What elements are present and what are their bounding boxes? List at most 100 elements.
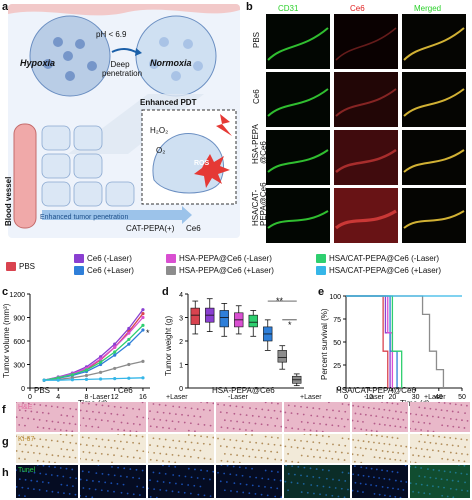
d-ytick-label: 0 bbox=[179, 386, 183, 393]
col-merged: Merged bbox=[414, 4, 442, 13]
e-ylabel: Percent survival (%) bbox=[320, 308, 329, 380]
e-xtick-label: 40 bbox=[435, 394, 443, 401]
histology-image-r2-c1 bbox=[80, 465, 146, 498]
ph-label: pH < 6.9 bbox=[96, 30, 127, 39]
c-series-point bbox=[84, 377, 89, 381]
c-series-line bbox=[44, 324, 144, 381]
histology-row-label: Ki-67 bbox=[18, 436, 35, 443]
panel-label-c: c bbox=[2, 286, 9, 298]
c-series-point bbox=[98, 377, 103, 381]
c-series-point bbox=[42, 378, 46, 382]
if-image-r1-c1 bbox=[334, 72, 398, 127]
histology-image-r2-c5 bbox=[352, 465, 408, 498]
legend-swatch bbox=[6, 262, 16, 271]
e-xtick-label: 30 bbox=[412, 394, 420, 401]
c-series-point bbox=[70, 378, 74, 382]
rowb-pbs: PBS bbox=[252, 31, 261, 48]
d-ytick-label: 3 bbox=[179, 316, 183, 323]
c-series-point bbox=[127, 342, 131, 346]
histology-image-r0-c1 bbox=[80, 402, 146, 432]
penetration-label: Enhanced tumor penetration bbox=[40, 214, 129, 221]
c-series-point bbox=[127, 362, 131, 367]
legend-label: PBS bbox=[19, 262, 36, 271]
normoxia-sphere bbox=[135, 15, 217, 97]
c-series-point bbox=[113, 353, 117, 357]
d-box bbox=[190, 307, 200, 325]
if-image-r2-c2 bbox=[402, 130, 466, 185]
panel-label-b: b bbox=[246, 1, 253, 13]
c-series-point bbox=[70, 373, 74, 377]
e-ytick-label: 25 bbox=[333, 363, 341, 370]
c-series-point bbox=[113, 342, 117, 346]
legend-label: HSA-PEPA@Ce6 (+Laser) bbox=[179, 266, 274, 275]
histology-image-r1-c2 bbox=[148, 434, 214, 463]
c-series-point bbox=[127, 326, 131, 331]
e-survival-curve bbox=[346, 295, 445, 388]
c-annotation: * bbox=[146, 328, 150, 338]
if-image-r3-c0 bbox=[266, 188, 330, 243]
histology-image-r2-c6 bbox=[410, 465, 470, 498]
histology-group-label: PBS bbox=[34, 386, 51, 395]
schematic-drawing bbox=[8, 4, 240, 229]
histology-row-label: Tunel bbox=[18, 467, 36, 474]
c-series-point bbox=[113, 366, 117, 371]
c-series-line bbox=[43, 317, 144, 381]
d-annotation-1: ** bbox=[276, 296, 284, 306]
c-ylabel: Tumor volume (mm³) bbox=[2, 303, 11, 378]
d-ylabel: Tumor weight (g) bbox=[164, 315, 173, 376]
d-box bbox=[219, 310, 229, 328]
histology-image-r1-c4 bbox=[284, 434, 350, 463]
d-annotation-2: * bbox=[288, 320, 292, 330]
c-series-point bbox=[98, 355, 103, 359]
rowb-ce6: Ce6 bbox=[252, 89, 261, 104]
panel-label-a: a bbox=[2, 1, 9, 13]
c-ytick-label: 300 bbox=[13, 363, 25, 370]
c-series-point bbox=[98, 360, 103, 364]
deep-penetration-label: Deep penetration bbox=[102, 60, 143, 78]
c-series-point bbox=[141, 311, 145, 316]
histology-image-r0-c4 bbox=[284, 402, 350, 432]
histology-image-r1-c0 bbox=[16, 434, 78, 463]
blood-vessel bbox=[13, 123, 37, 229]
legend-swatch bbox=[74, 266, 84, 275]
c-series-point bbox=[56, 376, 60, 380]
e-xtick-label: 20 bbox=[389, 394, 397, 401]
c-series-point bbox=[84, 368, 89, 372]
d-box bbox=[277, 350, 287, 363]
normoxia-label: Normoxia bbox=[150, 58, 192, 68]
histology-sublabel: -Laser bbox=[228, 394, 248, 401]
o2-label: O₂ bbox=[156, 146, 166, 155]
if-image-r2-c0 bbox=[266, 130, 330, 185]
c-series-point bbox=[127, 337, 131, 342]
c-xtick-label: 12 bbox=[111, 394, 119, 401]
c-xtick-label: 8 bbox=[85, 394, 89, 401]
c-series-point bbox=[141, 359, 145, 363]
tumor-volume-chart: 0 300 600 900 1200 0 4 8 12 16 bbox=[9, 292, 150, 401]
enhanced-pdt-label: Enhanced PDT bbox=[140, 98, 197, 107]
histology-image-r0-c5 bbox=[352, 402, 408, 432]
panel-label-e: e bbox=[318, 286, 325, 298]
c-series-point bbox=[141, 308, 145, 312]
e-survival-curve bbox=[346, 295, 398, 388]
c-series-point bbox=[98, 370, 103, 374]
e-ytick-label: 50 bbox=[333, 340, 341, 347]
c-series-point bbox=[113, 377, 117, 381]
e-ytick-label: 75 bbox=[333, 317, 341, 324]
histology-sublabel: -Laser bbox=[364, 394, 384, 401]
c-series-point bbox=[56, 378, 60, 382]
if-image-r0-c1 bbox=[334, 14, 398, 69]
c-xtick-label: 4 bbox=[56, 394, 60, 401]
c-series-point bbox=[141, 323, 145, 327]
if-image-r1-c0 bbox=[266, 72, 330, 127]
d-box bbox=[248, 314, 258, 328]
e-survival-curve bbox=[346, 295, 389, 388]
schematic-panel bbox=[8, 4, 240, 238]
if-image-r3-c1 bbox=[334, 188, 398, 243]
legend-swatch bbox=[166, 254, 176, 263]
legend-ce6-label: Ce6 bbox=[186, 224, 201, 233]
histology-sublabel: +Laser bbox=[166, 394, 188, 401]
legend-swatch bbox=[166, 266, 176, 275]
legend-cat-label: CAT-PEPA(+) bbox=[126, 224, 175, 233]
blood-vessel-label: Blood vessel bbox=[4, 176, 13, 226]
histology-image-r1-c3 bbox=[216, 434, 282, 463]
